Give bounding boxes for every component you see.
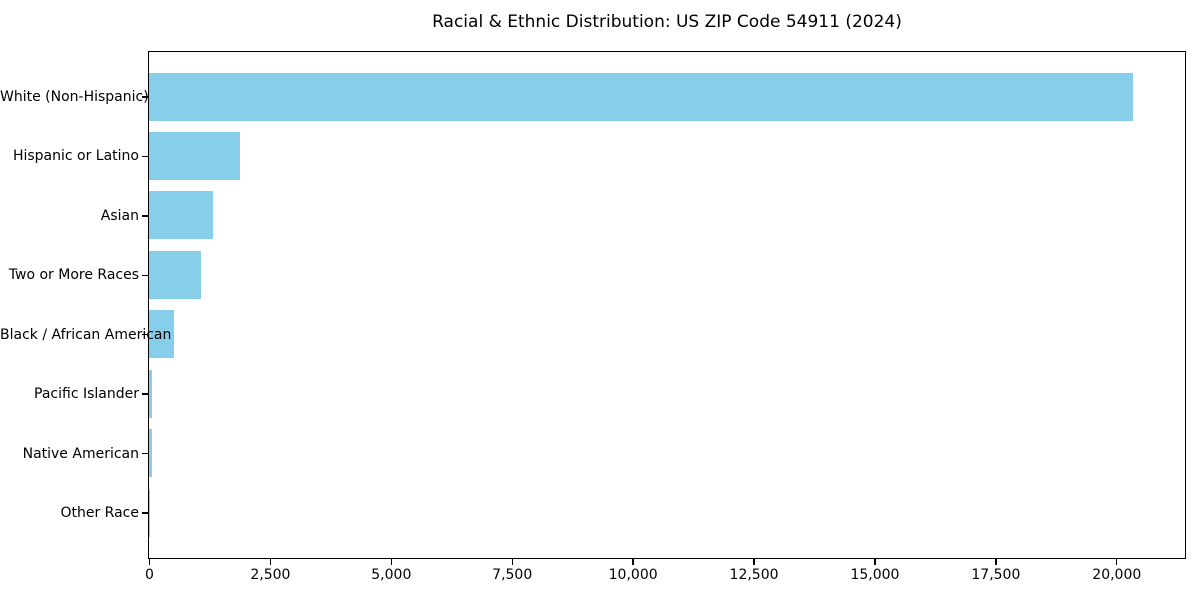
y-tick-mark	[142, 96, 148, 98]
y-tick-mark	[142, 334, 148, 336]
y-tick-label: Two or More Races	[8, 267, 139, 284]
y-tick-label: Asian	[100, 207, 139, 224]
x-tick-label: 2,500	[250, 567, 291, 583]
y-tick-label: Other Race	[60, 505, 139, 521]
bar-hispanic-or-latino	[149, 131, 240, 180]
x-tick-label: 7,500	[492, 567, 533, 583]
x-tick-mark	[390, 559, 392, 565]
plot-area	[148, 51, 1186, 559]
x-tick-label: 17,500	[971, 567, 1021, 583]
x-tick-label: 0	[145, 567, 154, 583]
x-tick-mark	[511, 559, 513, 565]
x-tick-label: 10,000	[608, 567, 658, 583]
bar-other-race	[149, 488, 150, 537]
x-tick-label: 15,000	[850, 567, 900, 583]
x-tick-mark	[632, 559, 634, 565]
y-tick-mark	[142, 452, 148, 455]
x-tick-mark	[269, 559, 272, 565]
bar-two-or-more-races	[149, 250, 201, 299]
bar-asian	[149, 191, 213, 240]
x-tick-label: 20,000	[1092, 567, 1142, 583]
bar-black-african-american	[149, 310, 174, 359]
bar-white-non-hispanic	[149, 72, 1134, 121]
y-tick-label: Native American	[22, 445, 139, 462]
y-tick-mark	[142, 393, 148, 395]
x-tick-label: 12,500	[729, 567, 779, 583]
x-tick-mark	[148, 559, 151, 565]
x-tick-mark	[995, 559, 997, 565]
y-tick-label: Pacific Islander	[34, 386, 139, 403]
chart-title: Racial & Ethnic Distribution: US ZIP Cod…	[432, 12, 902, 32]
y-tick-label: Hispanic or Latino	[12, 148, 139, 165]
y-tick-mark	[142, 215, 148, 217]
x-tick-mark	[753, 559, 755, 565]
bar-pacific-islander	[149, 369, 152, 418]
x-tick-mark	[1116, 559, 1118, 565]
x-tick-mark	[874, 559, 876, 565]
x-tick-label: 5,000	[371, 567, 412, 583]
y-tick-mark	[142, 512, 148, 514]
bar-native-american	[149, 429, 153, 478]
y-tick-label: White (Non-Hispanic)	[0, 89, 149, 105]
y-tick-label: Black / African American	[0, 326, 172, 343]
y-tick-mark	[142, 155, 148, 158]
y-tick-mark	[142, 274, 148, 276]
